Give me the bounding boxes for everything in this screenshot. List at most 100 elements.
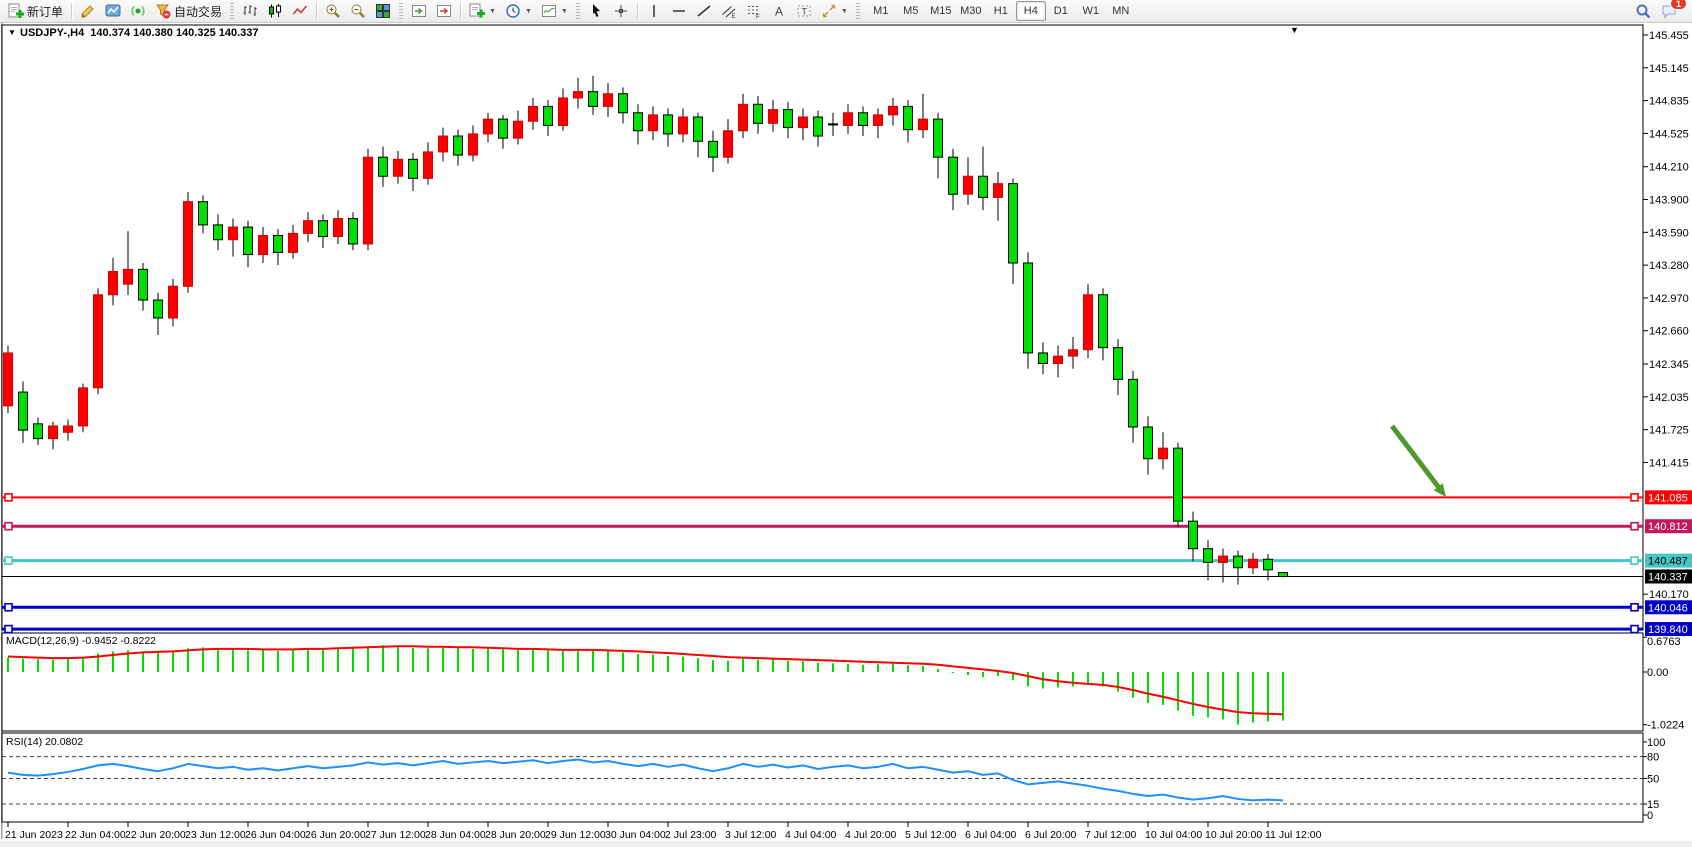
new-chart-icon bbox=[469, 3, 486, 19]
macd-histogram-bar bbox=[187, 648, 189, 672]
line-chart-button[interactable] bbox=[288, 0, 312, 22]
candle-body bbox=[753, 103, 763, 124]
search-button[interactable] bbox=[1631, 0, 1656, 22]
horizontal-line-button[interactable] bbox=[667, 0, 691, 22]
price-tag[interactable] bbox=[1645, 519, 1692, 534]
timeframe-M30[interactable]: M30 bbox=[960, 5, 982, 17]
line-handle[interactable] bbox=[4, 521, 13, 531]
annotation-arrow[interactable] bbox=[1390, 424, 1442, 491]
rsi-panel-frame bbox=[1, 732, 1644, 823]
price-tag[interactable] bbox=[1645, 490, 1692, 505]
price-axis-label: 142.970 bbox=[1649, 293, 1689, 305]
candle-body bbox=[183, 201, 193, 287]
text-button[interactable]: A bbox=[767, 0, 791, 22]
periods-clock-button[interactable]: ▼ bbox=[501, 0, 536, 22]
timeframe-W1[interactable]: W1 bbox=[1082, 5, 1100, 17]
pencil-button[interactable] bbox=[76, 0, 100, 22]
macd-histogram-bar bbox=[1162, 672, 1164, 705]
price-tag[interactable] bbox=[1645, 600, 1692, 615]
timeframe-H4[interactable]: H4 bbox=[1015, 1, 1046, 21]
candle-body bbox=[93, 294, 103, 389]
line-handle[interactable] bbox=[1630, 556, 1639, 565]
macd-histogram-bar bbox=[472, 648, 474, 672]
macd-histogram-bar bbox=[427, 648, 429, 672]
text-label-button[interactable]: T bbox=[792, 0, 816, 22]
vertical-line-button[interactable] bbox=[642, 0, 666, 22]
candle-body bbox=[468, 133, 478, 156]
fibonacci-button[interactable]: F bbox=[742, 0, 766, 22]
new-order-label: 新订单 bbox=[27, 4, 64, 19]
line-handle[interactable] bbox=[4, 493, 13, 502]
rsi-axis-label: 50 bbox=[1647, 774, 1659, 786]
bar-chart-button[interactable] bbox=[238, 0, 262, 22]
trendline-button[interactable] bbox=[692, 0, 716, 22]
line-handle[interactable] bbox=[1630, 624, 1639, 634]
line-handle[interactable] bbox=[1630, 521, 1639, 531]
candle-body bbox=[1143, 426, 1153, 460]
macd-histogram-bar bbox=[307, 648, 309, 672]
macd-histogram-bar bbox=[892, 663, 894, 672]
chart-shift-marker[interactable]: ▼ bbox=[1290, 25, 1299, 35]
timeframe-D1[interactable]: D1 bbox=[1053, 5, 1068, 17]
new-order-button[interactable]: 新订单 bbox=[4, 0, 67, 22]
candlestick-button[interactable] bbox=[263, 0, 287, 22]
cursor-button[interactable] bbox=[584, 0, 608, 22]
timeframe-M1[interactable]: M1 bbox=[873, 5, 889, 17]
timeframe-H1[interactable]: H1 bbox=[993, 5, 1008, 17]
candle-body bbox=[573, 91, 583, 99]
macd-signal-line bbox=[7, 645, 1284, 716]
svg-text:T: T bbox=[801, 7, 807, 17]
line-handle[interactable] bbox=[4, 556, 13, 565]
chart-menu-caret[interactable]: ▼ bbox=[8, 28, 16, 37]
line-handle[interactable] bbox=[4, 624, 13, 634]
time-axis-label: 22 Jun 04:00 bbox=[65, 829, 126, 841]
auto-scroll-button[interactable] bbox=[432, 0, 456, 22]
price-tag[interactable] bbox=[1645, 553, 1692, 568]
new-chart-button[interactable]: ▼ bbox=[465, 0, 500, 22]
macd-histogram-bar bbox=[172, 651, 174, 672]
indicators-button[interactable]: ▼ bbox=[537, 0, 572, 22]
channel-button[interactable]: E bbox=[717, 0, 741, 22]
chart-shift-button[interactable] bbox=[407, 0, 431, 22]
macd-histogram-bar bbox=[157, 652, 159, 672]
price-tag[interactable] bbox=[1645, 622, 1692, 637]
arrows-button[interactable]: ▼ bbox=[817, 0, 852, 22]
chat-button[interactable]: 1 bbox=[1657, 0, 1687, 22]
tile-windows-button[interactable] bbox=[371, 0, 395, 22]
candle-body bbox=[948, 156, 958, 195]
zoom-in-icon bbox=[325, 3, 341, 19]
svg-text:E: E bbox=[731, 14, 735, 19]
timeframe-M5[interactable]: M5 bbox=[903, 5, 919, 17]
zoom-in-button[interactable] bbox=[321, 0, 345, 22]
line-handle[interactable] bbox=[1630, 602, 1639, 612]
price-axis-label: 145.145 bbox=[1649, 63, 1689, 75]
candle-body bbox=[1173, 447, 1183, 522]
macd-histogram-bar bbox=[1177, 672, 1179, 711]
line-handle[interactable] bbox=[1630, 493, 1639, 502]
macd-histogram-bar bbox=[1102, 672, 1104, 687]
autotrade-button[interactable]: 自动交易 bbox=[151, 0, 226, 22]
annotation-arrow-head[interactable] bbox=[1433, 483, 1446, 497]
timeframe-M15[interactable]: M15 bbox=[930, 5, 952, 17]
crosshair-button[interactable] bbox=[609, 0, 633, 22]
macd-histogram-bar bbox=[652, 654, 654, 672]
price-axis-label: 143.590 bbox=[1649, 227, 1689, 239]
macd-histogram-bar bbox=[337, 648, 339, 672]
signals-button[interactable] bbox=[126, 0, 150, 22]
candle-body bbox=[978, 175, 988, 198]
candle-body bbox=[723, 130, 733, 158]
candle-body bbox=[873, 114, 883, 126]
line-handle[interactable] bbox=[4, 602, 13, 612]
time-axis-label: 27 Jun 12:00 bbox=[365, 829, 426, 841]
candle-body bbox=[528, 105, 538, 122]
zoom-out-button[interactable] bbox=[346, 0, 370, 22]
macd-histogram-bar bbox=[667, 656, 669, 672]
candle-body bbox=[1068, 349, 1078, 357]
macd-histogram-bar bbox=[202, 647, 204, 672]
candle-body bbox=[1278, 572, 1288, 577]
macd-histogram-bar bbox=[1252, 672, 1254, 723]
terminal-button[interactable] bbox=[101, 0, 125, 22]
current-price-tag[interactable] bbox=[1645, 569, 1692, 584]
timeframe-MN[interactable]: MN bbox=[1112, 5, 1130, 17]
